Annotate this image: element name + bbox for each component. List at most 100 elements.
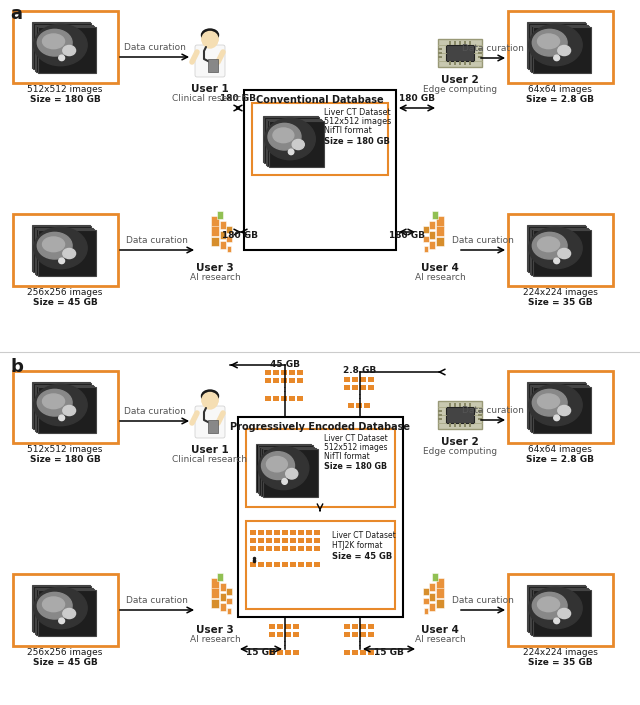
Bar — [265, 370, 271, 375]
Bar — [305, 562, 312, 567]
Bar — [438, 48, 442, 50]
Text: Data curation: Data curation — [462, 44, 524, 53]
Bar — [469, 423, 471, 427]
Text: Size = 180 GB: Size = 180 GB — [324, 137, 390, 146]
Ellipse shape — [34, 384, 87, 426]
FancyBboxPatch shape — [424, 598, 429, 604]
FancyBboxPatch shape — [438, 39, 482, 67]
Ellipse shape — [529, 384, 582, 426]
Text: 180 GB: 180 GB — [220, 94, 256, 103]
Text: Liver CT Dataset: Liver CT Dataset — [323, 434, 387, 443]
FancyBboxPatch shape — [220, 583, 227, 591]
Text: AI research: AI research — [415, 273, 465, 282]
FancyBboxPatch shape — [217, 212, 223, 219]
Text: Edge computing: Edge computing — [423, 447, 497, 456]
FancyBboxPatch shape — [220, 241, 226, 249]
Text: User 1: User 1 — [191, 84, 229, 94]
Bar — [360, 632, 366, 637]
Text: User 4: User 4 — [421, 625, 459, 635]
Text: AI research: AI research — [189, 635, 241, 644]
Text: 45 GB: 45 GB — [270, 360, 300, 369]
Bar — [528, 384, 586, 429]
Ellipse shape — [42, 34, 65, 49]
Text: User 2: User 2 — [441, 75, 479, 85]
Bar — [314, 530, 319, 535]
FancyBboxPatch shape — [423, 587, 429, 594]
FancyBboxPatch shape — [226, 587, 232, 594]
Bar — [289, 562, 296, 567]
FancyBboxPatch shape — [432, 573, 438, 581]
Bar — [528, 23, 586, 69]
Ellipse shape — [538, 394, 559, 409]
Bar — [250, 538, 255, 543]
FancyBboxPatch shape — [508, 11, 613, 83]
FancyBboxPatch shape — [246, 429, 394, 507]
Bar — [360, 377, 366, 382]
Text: 180 GB: 180 GB — [399, 94, 435, 103]
Ellipse shape — [63, 405, 76, 415]
Ellipse shape — [289, 149, 294, 154]
Ellipse shape — [37, 30, 72, 56]
Bar — [31, 225, 90, 271]
FancyBboxPatch shape — [508, 574, 613, 646]
FancyBboxPatch shape — [207, 59, 218, 71]
Ellipse shape — [538, 237, 559, 252]
Ellipse shape — [202, 29, 218, 41]
Bar — [273, 538, 280, 543]
Bar — [38, 590, 96, 637]
Bar — [352, 632, 358, 637]
Bar — [459, 41, 461, 45]
Bar — [459, 403, 461, 407]
Ellipse shape — [63, 45, 76, 56]
Text: Size = 45 GB: Size = 45 GB — [332, 552, 392, 561]
Text: 224x224 images: 224x224 images — [523, 648, 597, 657]
Bar — [360, 385, 366, 390]
Ellipse shape — [37, 592, 72, 619]
FancyBboxPatch shape — [246, 521, 394, 609]
Bar — [298, 562, 303, 567]
Bar — [449, 403, 451, 407]
Bar — [527, 225, 584, 271]
Text: Liver CT Dataset: Liver CT Dataset — [332, 531, 396, 540]
FancyBboxPatch shape — [432, 212, 438, 219]
FancyBboxPatch shape — [429, 231, 435, 239]
Bar — [314, 562, 319, 567]
Bar — [285, 650, 291, 655]
Bar — [356, 403, 362, 408]
Ellipse shape — [37, 389, 72, 416]
Ellipse shape — [532, 30, 567, 56]
Bar — [277, 632, 283, 637]
Bar — [273, 562, 280, 567]
Ellipse shape — [554, 55, 559, 61]
Bar — [258, 446, 313, 493]
Bar — [273, 546, 280, 551]
Text: Size = 180 GB: Size = 180 GB — [323, 462, 387, 471]
FancyBboxPatch shape — [244, 90, 396, 250]
Bar — [344, 385, 350, 390]
Ellipse shape — [63, 608, 76, 618]
Bar — [266, 118, 321, 165]
Bar — [305, 546, 312, 551]
Text: Size = 180 GB: Size = 180 GB — [29, 455, 100, 464]
Bar — [250, 562, 255, 567]
Bar — [35, 228, 93, 274]
Bar — [459, 423, 461, 427]
Bar — [273, 378, 279, 383]
Ellipse shape — [554, 415, 559, 421]
Bar — [257, 562, 264, 567]
Bar — [364, 403, 370, 408]
Bar — [298, 538, 303, 543]
Bar — [530, 228, 588, 274]
Bar — [293, 632, 299, 637]
Bar — [282, 530, 287, 535]
Bar — [478, 52, 482, 54]
Ellipse shape — [42, 394, 65, 409]
FancyBboxPatch shape — [446, 407, 474, 423]
Bar — [38, 388, 96, 434]
Text: 15 GB: 15 GB — [246, 648, 276, 657]
Bar — [352, 650, 358, 655]
Ellipse shape — [42, 597, 65, 612]
Ellipse shape — [292, 140, 304, 149]
Bar — [459, 61, 461, 65]
Ellipse shape — [529, 227, 582, 269]
